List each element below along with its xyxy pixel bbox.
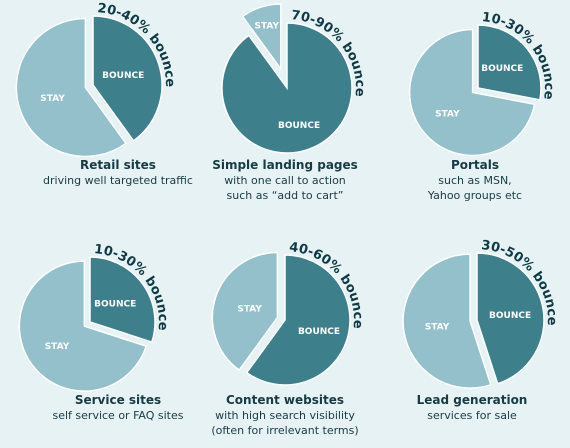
stay-slice-label: STAY [45,342,70,352]
caption-retail: Retail sites driving well targeted traff… [23,157,213,188]
bounce-slice-label: BOUNCE [298,327,340,337]
bounce-slice-label: BOUNCE [102,71,144,81]
stay-slice-label: STAY [254,22,279,32]
stay-slice-label: STAY [425,322,450,332]
pie-slice-bounce [476,252,545,385]
chart-subtitle-line: self service or FAQ sites [52,409,184,422]
chart-title: Retail sites [80,158,156,172]
chart-title: Lead generation [416,393,528,407]
pie-slice-stay [241,3,282,72]
chart-subtitle-line: services for sale [427,409,517,422]
chart-subtitle-line: driving well targeted traffic [43,174,193,187]
chart-subtitle-line: (often for irrelevant terms) [211,424,359,437]
chart-subtitle-line: with high search visibility [215,409,355,422]
chart-title: Content websites [225,393,344,407]
caption-portals: Portals such as MSN, Yahoo groups etc [380,157,570,203]
pie-slice-bounce [221,22,353,154]
caption-landing: Simple landing pages with one call to ac… [190,157,380,203]
pie-slice-stay [402,253,492,389]
chart-title: Simple landing pages [212,158,358,172]
caption-content: Content websites with high search visibi… [190,392,380,438]
pie-slice-bounce [245,254,351,386]
pie-slice-stay [18,260,148,392]
pie-slice-bounce [89,256,156,344]
pie-slice-stay [211,251,279,372]
pie-slice-stay [15,17,127,158]
chart-title: Portals [450,158,500,172]
chart-subtitle-line: such as “add to cart” [226,189,344,202]
pie-slice-bounce [92,15,163,142]
chart-subtitle-line: such as MSN, [438,174,512,187]
pie-slice-stay [408,28,536,157]
stay-slice-label: STAY [435,109,460,119]
chart-subtitle-line: with one call to action [224,174,346,187]
stay-slice-label: STAY [237,304,262,314]
stay-slice-label: STAY [40,94,65,104]
bounce-slice-label: BOUNCE [489,311,531,321]
caption-leadgen: Lead generation services for sale [377,392,567,423]
bounce-slice-label: BOUNCE [278,121,320,131]
chart-title: Service sites [74,393,162,407]
chart-subtitle-line: Yahoo groups etc [427,189,523,202]
caption-service: Service sites self service or FAQ sites [23,392,213,423]
bounce-slice-label: BOUNCE [94,300,136,310]
bounce-slice-label: BOUNCE [481,64,523,74]
pie-slice-bounce [477,24,542,101]
